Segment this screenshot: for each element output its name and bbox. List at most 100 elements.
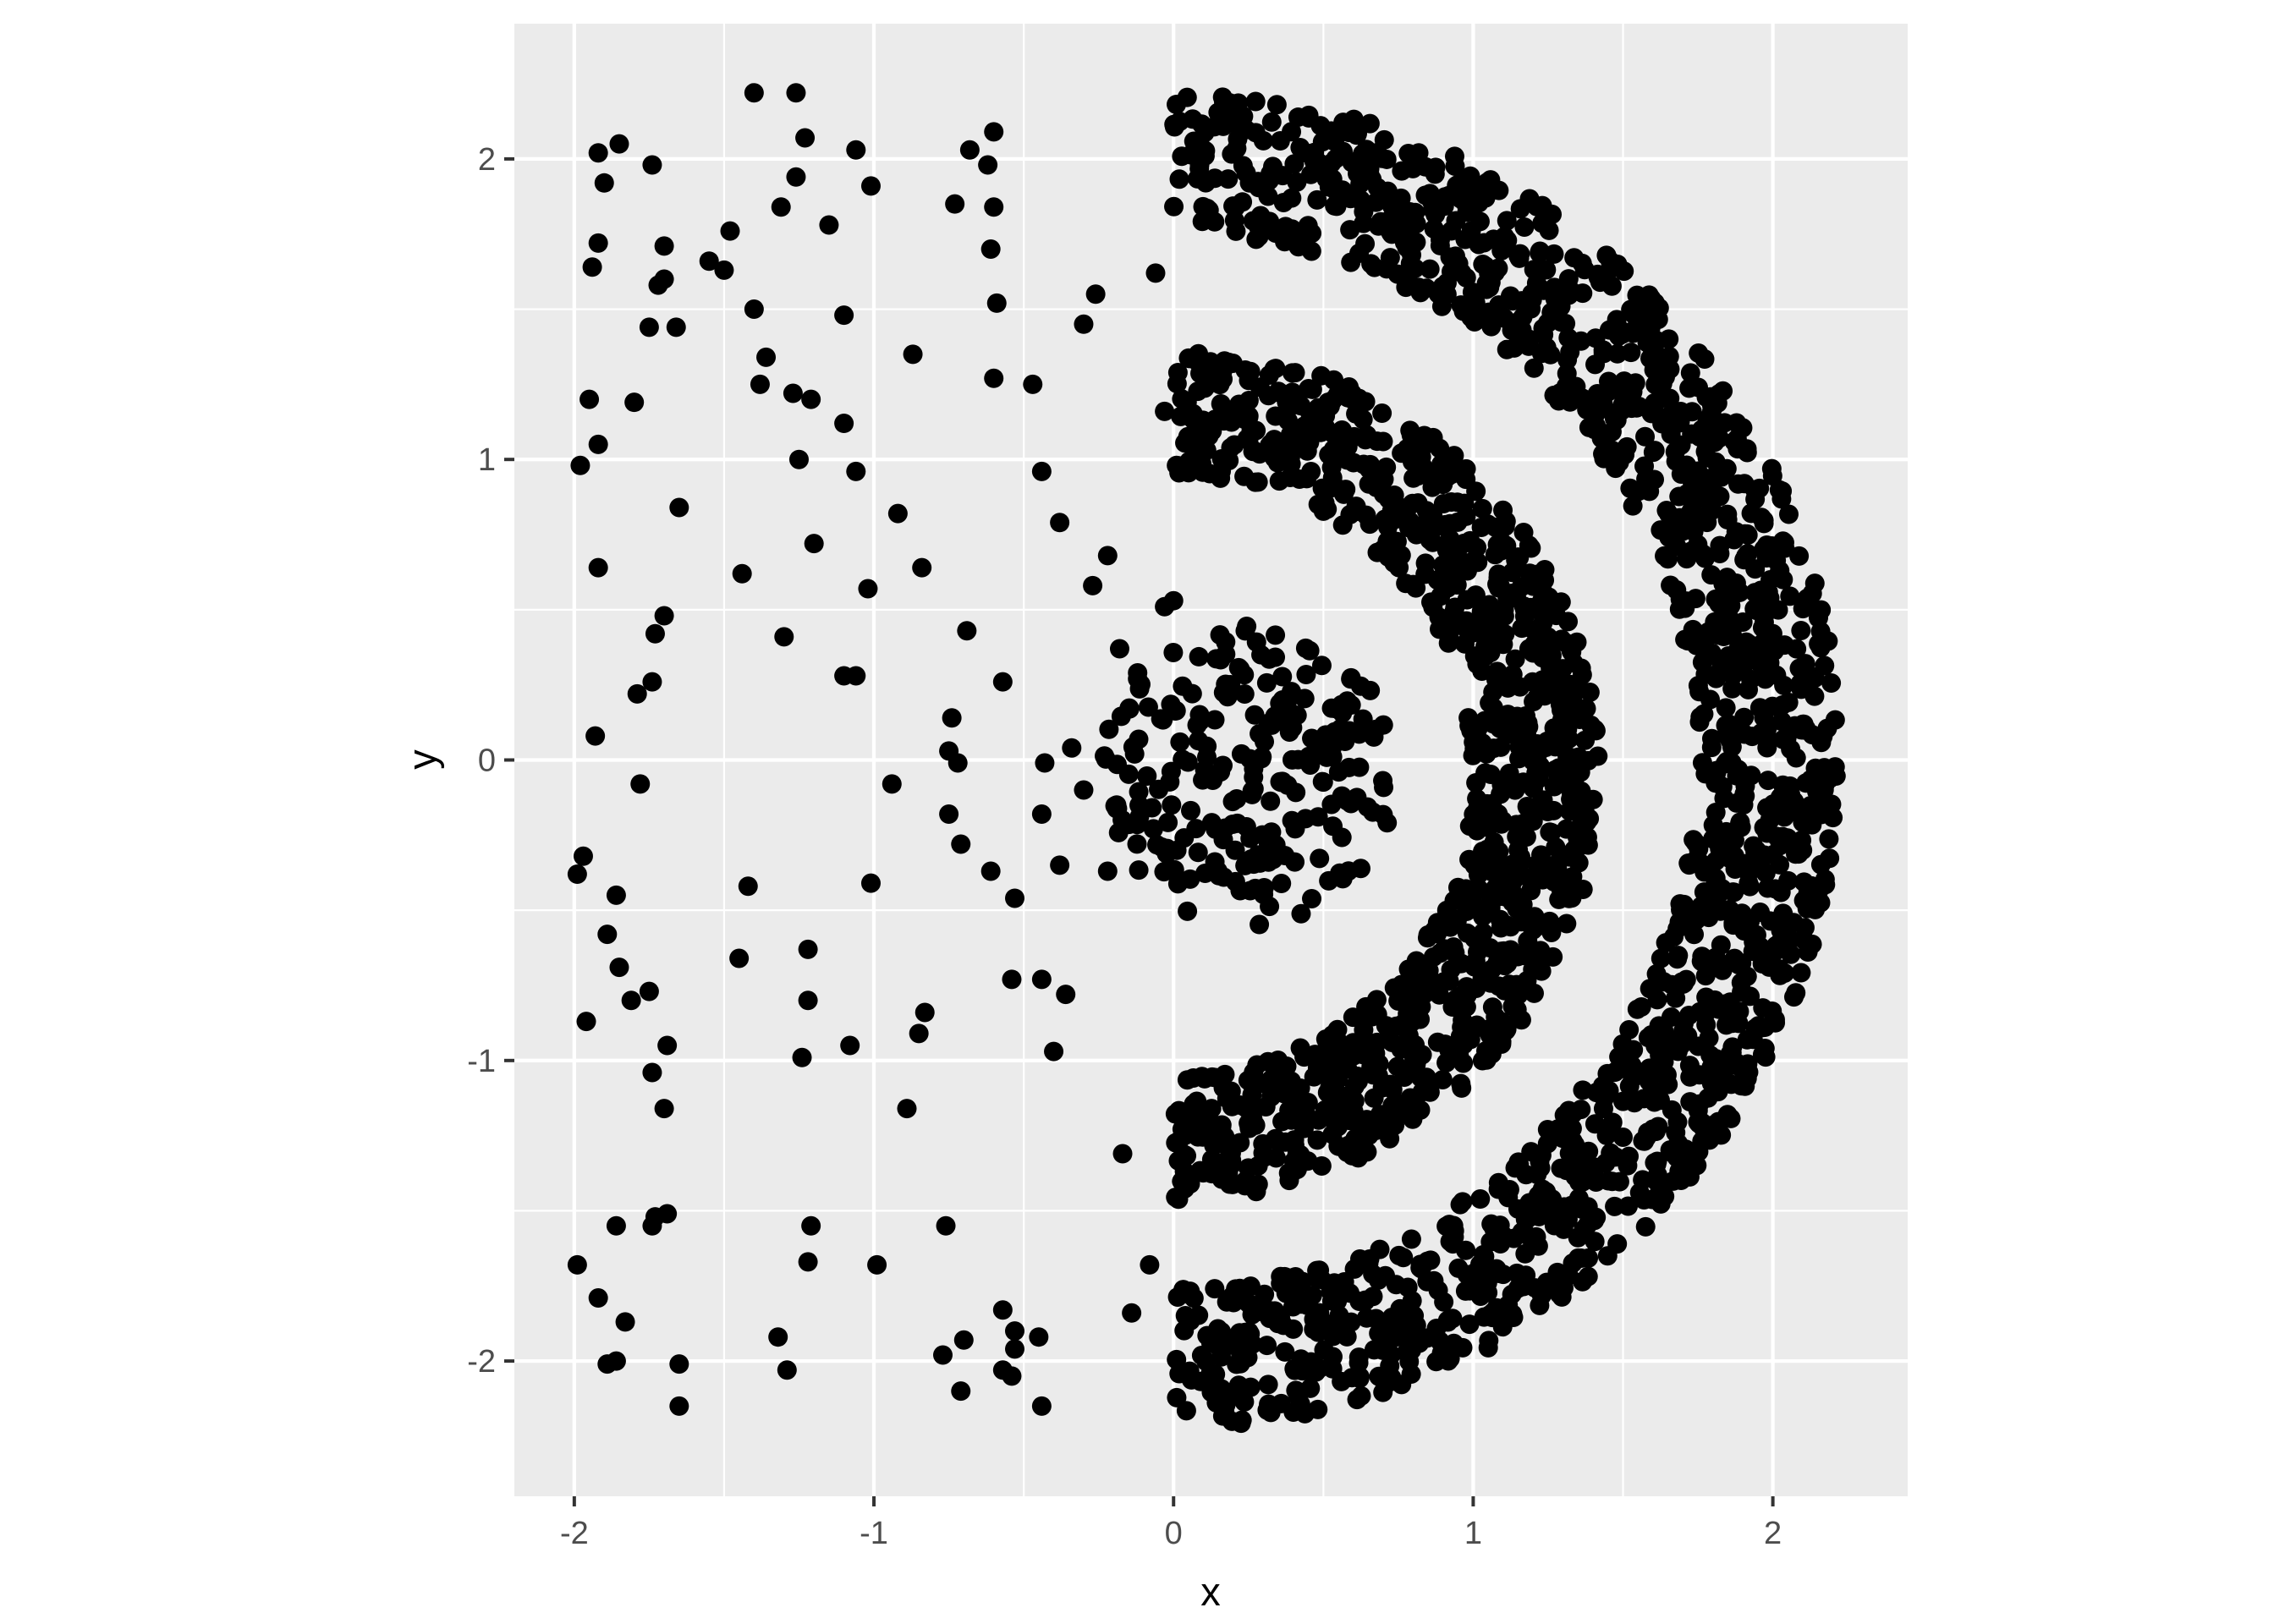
data-point	[1467, 537, 1487, 557]
data-point	[1651, 520, 1671, 540]
data-point	[882, 774, 902, 794]
data-point	[1568, 747, 1589, 767]
data-point	[1519, 189, 1540, 209]
data-point	[1261, 1069, 1282, 1089]
data-point	[1636, 1127, 1656, 1148]
data-point	[1541, 600, 1561, 620]
data-point	[1550, 296, 1570, 316]
data-point	[1214, 351, 1234, 371]
data-point	[1242, 784, 1262, 804]
data-point	[1588, 264, 1608, 284]
data-point	[1721, 1108, 1741, 1128]
data-point	[897, 1099, 917, 1119]
data-point	[1484, 832, 1504, 853]
data-point	[1777, 728, 1797, 749]
data-point	[1594, 343, 1614, 364]
data-point	[1457, 561, 1477, 581]
data-point	[1571, 781, 1591, 801]
data-point	[1528, 1236, 1548, 1256]
data-point	[1711, 1074, 1732, 1095]
data-point	[1498, 1188, 1519, 1208]
data-point	[1420, 259, 1440, 279]
data-point	[1332, 429, 1352, 449]
data-point	[1283, 1088, 1303, 1108]
data-point	[1255, 1146, 1275, 1166]
data-point	[1496, 511, 1516, 531]
data-point	[1694, 704, 1714, 724]
data-point	[1561, 281, 1581, 301]
data-point	[1323, 1110, 1343, 1130]
data-point	[1769, 562, 1789, 583]
data-point	[1107, 795, 1127, 815]
data-point	[1233, 156, 1253, 176]
data-point	[1430, 943, 1450, 963]
data-point	[606, 1215, 626, 1236]
data-point	[1266, 625, 1286, 645]
data-point	[1232, 1410, 1252, 1430]
data-point	[1801, 875, 1821, 896]
data-point	[1164, 117, 1184, 137]
data-point	[1501, 917, 1521, 937]
data-point	[1789, 546, 1810, 566]
data-point	[630, 774, 651, 794]
y-tick-label: 2	[478, 142, 496, 178]
data-point	[1169, 169, 1189, 189]
data-point	[1425, 157, 1446, 178]
data-point	[1585, 1157, 1606, 1177]
data-point	[1735, 776, 1755, 796]
data-point	[1074, 780, 1094, 800]
data-point	[1286, 1380, 1306, 1401]
data-point	[1324, 370, 1344, 390]
data-point	[1389, 557, 1409, 578]
data-point	[1248, 472, 1268, 492]
data-point	[1283, 1319, 1304, 1339]
data-point	[1755, 1047, 1776, 1067]
data-point	[1565, 1166, 1585, 1187]
data-point	[1235, 621, 1255, 641]
data-point	[1031, 969, 1052, 990]
data-point	[1393, 1248, 1414, 1268]
data-point	[1505, 649, 1525, 669]
data-point	[1688, 377, 1708, 398]
data-point	[786, 83, 806, 103]
data-point	[798, 939, 818, 959]
data-point	[1585, 1232, 1605, 1252]
data-point	[1525, 959, 1546, 979]
y-axis-title: y	[399, 749, 444, 770]
axis-ticks	[504, 156, 1775, 1506]
data-point	[984, 368, 1004, 388]
data-point	[1568, 1248, 1588, 1268]
data-point	[1291, 903, 1311, 924]
data-point	[1738, 544, 1758, 564]
data-point	[1240, 828, 1261, 848]
data-point	[1145, 263, 1166, 283]
data-point	[1714, 788, 1734, 809]
data-point	[1364, 1088, 1384, 1108]
data-point	[1546, 837, 1566, 858]
data-point	[1702, 401, 1722, 421]
data-point	[1511, 849, 1531, 870]
data-point	[1255, 1097, 1276, 1117]
y-tick-label: -1	[467, 1044, 496, 1079]
data-point	[1289, 469, 1310, 490]
data-point	[1343, 1101, 1364, 1122]
data-point	[669, 1354, 689, 1374]
data-point	[1231, 743, 1251, 764]
data-point	[1618, 1196, 1638, 1216]
data-point	[1170, 732, 1190, 752]
data-point	[801, 1215, 821, 1236]
data-point	[1588, 746, 1608, 766]
data-point	[1509, 248, 1530, 268]
data-point	[1717, 510, 1738, 530]
data-point	[1275, 1341, 1295, 1362]
data-point	[1029, 1327, 1049, 1347]
data-point	[1411, 447, 1431, 467]
data-point	[1437, 578, 1458, 598]
data-point	[1196, 370, 1217, 390]
data-point	[1167, 374, 1187, 394]
data-point	[1516, 1265, 1536, 1286]
data-point	[1631, 996, 1651, 1017]
data-point	[1738, 679, 1759, 700]
data-point	[1348, 163, 1368, 184]
data-point	[1261, 791, 1281, 811]
